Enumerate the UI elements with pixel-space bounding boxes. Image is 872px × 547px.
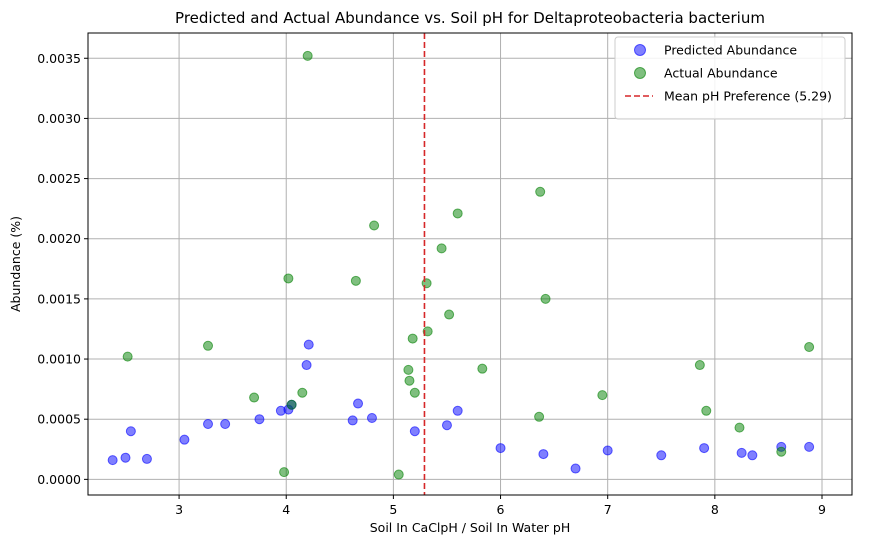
legend-marker-actual — [634, 67, 646, 79]
predicted-point — [179, 434, 190, 445]
actual-point — [122, 351, 133, 362]
predicted-point — [656, 450, 667, 461]
actual-point — [302, 50, 313, 61]
predicted-point — [699, 443, 710, 454]
actual-point — [477, 363, 488, 374]
legend-marker-predicted — [634, 44, 646, 56]
actual-point — [534, 411, 545, 422]
predicted-point — [538, 449, 549, 460]
legend-box — [614, 36, 846, 120]
x-axis: 3 4 5 6 7 8 9 — [175, 495, 826, 517]
actual-point — [407, 333, 418, 344]
actual-point — [283, 273, 294, 284]
actual-point — [452, 208, 463, 219]
actual-point — [286, 399, 297, 410]
actual-point — [297, 387, 308, 398]
y-tick-label: 0.0010 — [37, 352, 81, 367]
actual-point — [436, 243, 447, 254]
y-tick-label: 0.0025 — [37, 171, 81, 186]
y-tick-label: 0.0020 — [37, 231, 81, 246]
predicted-point — [220, 419, 231, 430]
y-tick-label: 0.0035 — [37, 51, 81, 66]
predicted-point — [366, 413, 377, 423]
x-tick-label: 5 — [389, 502, 397, 517]
legend-label-actual: Actual Abundance — [664, 66, 778, 81]
actual-point — [279, 467, 290, 478]
actual-point — [369, 220, 380, 231]
actual-point — [403, 364, 414, 375]
actual-point — [701, 405, 712, 416]
actual-point — [776, 446, 787, 457]
predicted-point — [254, 414, 265, 425]
predicted-point — [570, 463, 581, 474]
x-tick-label: 4 — [282, 502, 290, 517]
x-tick-label: 7 — [604, 502, 612, 517]
actual-point — [694, 360, 705, 371]
legend-label-mean: Mean pH Preference (5.29) — [664, 89, 832, 104]
actual-point — [404, 375, 415, 386]
actual-point — [535, 186, 546, 197]
predicted-point — [120, 452, 131, 463]
actual-point — [540, 293, 551, 304]
actual-point — [249, 392, 260, 403]
predicted-point — [347, 415, 358, 426]
plot-frame — [87, 32, 853, 496]
predicted-point — [495, 443, 506, 454]
y-axis: 0.0000 0.0005 0.0010 0.0015 0.0020 0.0025 0.00… — [37, 51, 88, 487]
predicted-point — [804, 441, 815, 452]
actual-point — [597, 390, 608, 401]
x-tick-label: 8 — [711, 502, 719, 517]
grid — [88, 33, 852, 495]
actual-point — [444, 309, 455, 320]
x-tick-label: 9 — [818, 502, 826, 517]
actual-point — [804, 342, 815, 353]
y-tick-label: 0.0000 — [37, 472, 81, 487]
actual-point — [421, 278, 432, 289]
scatter-layer — [107, 50, 815, 480]
predicted-point — [353, 398, 364, 409]
actual-point — [422, 326, 433, 337]
x-axis-label: Soil In CaClpH / Soil In Water pH — [370, 520, 571, 535]
x-tick-label: 3 — [175, 502, 183, 517]
predicted-point — [141, 453, 152, 464]
predicted-point — [125, 426, 136, 437]
predicted-point — [602, 445, 613, 456]
actual-point — [734, 422, 745, 433]
y-axis-label: Abundance (%) — [8, 216, 23, 312]
y-tick-label: 0.0030 — [37, 111, 81, 126]
legend-label-predicted: Predicted Abundance — [664, 43, 797, 58]
actual-point — [203, 340, 214, 351]
actual-point — [350, 275, 361, 286]
y-tick-label: 0.0015 — [37, 291, 81, 306]
predicted-point — [409, 426, 420, 437]
predicted-point — [441, 420, 452, 431]
legend: Predicted Abundance Actual Abundance Mea… — [614, 36, 846, 120]
y-tick-label: 0.0005 — [37, 412, 81, 427]
actual-point — [409, 387, 420, 398]
chart-title: Predicted and Actual Abundance vs. Soil … — [175, 9, 765, 27]
predicted-point — [452, 405, 463, 416]
predicted-point — [203, 419, 214, 430]
predicted-point — [107, 455, 118, 466]
predicted-point — [303, 339, 314, 350]
actual-point — [393, 469, 404, 480]
x-tick-label: 6 — [497, 502, 505, 517]
predicted-point — [736, 447, 747, 458]
predicted-point — [747, 450, 758, 461]
predicted-point — [301, 360, 312, 371]
